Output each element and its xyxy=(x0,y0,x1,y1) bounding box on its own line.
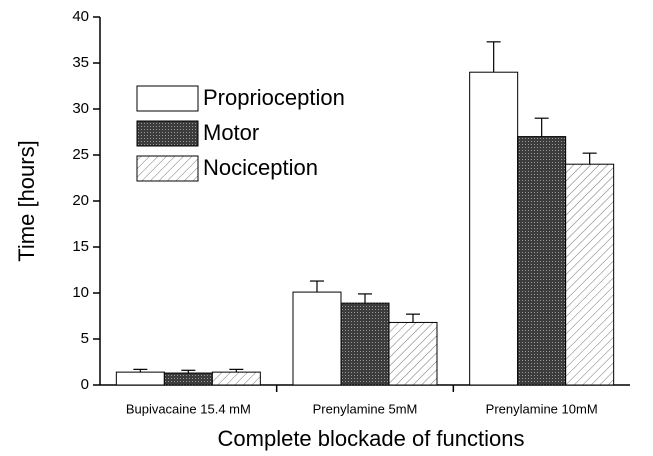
legend-label: Motor xyxy=(203,120,259,145)
y-tick-label: 25 xyxy=(72,146,89,163)
legend-swatch xyxy=(136,120,199,147)
y-tick-label: 10 xyxy=(72,284,89,301)
bar xyxy=(565,163,615,386)
y-tick-label: 35 xyxy=(72,54,89,71)
y-tick-label: 30 xyxy=(72,100,89,117)
y-tick-label: 40 xyxy=(72,8,89,25)
bar xyxy=(517,136,567,386)
legend-swatch xyxy=(136,155,199,182)
y-tick-label: 15 xyxy=(72,238,89,255)
x-tick-label: Bupivacaine 15.4 mM xyxy=(126,401,251,416)
y-tick-label: 20 xyxy=(72,192,89,209)
legend-label: Proprioception xyxy=(203,85,345,110)
bar xyxy=(163,372,213,386)
bar xyxy=(115,371,165,386)
bar xyxy=(292,291,342,386)
y-tick-label: 0 xyxy=(81,376,89,393)
y-axis-title: Time [hours] xyxy=(14,140,39,261)
legend-swatch xyxy=(136,85,199,112)
bar xyxy=(340,302,390,386)
y-tick-label: 5 xyxy=(81,330,89,347)
legend-label: Nociception xyxy=(203,155,318,180)
x-axis-title: Complete blockade of functions xyxy=(218,426,525,451)
x-tick-label: Prenylamine 10mM xyxy=(486,401,598,416)
bar xyxy=(469,71,519,386)
bar xyxy=(211,371,261,386)
bar xyxy=(388,321,438,386)
x-tick-label: Prenylamine 5mM xyxy=(313,401,418,416)
